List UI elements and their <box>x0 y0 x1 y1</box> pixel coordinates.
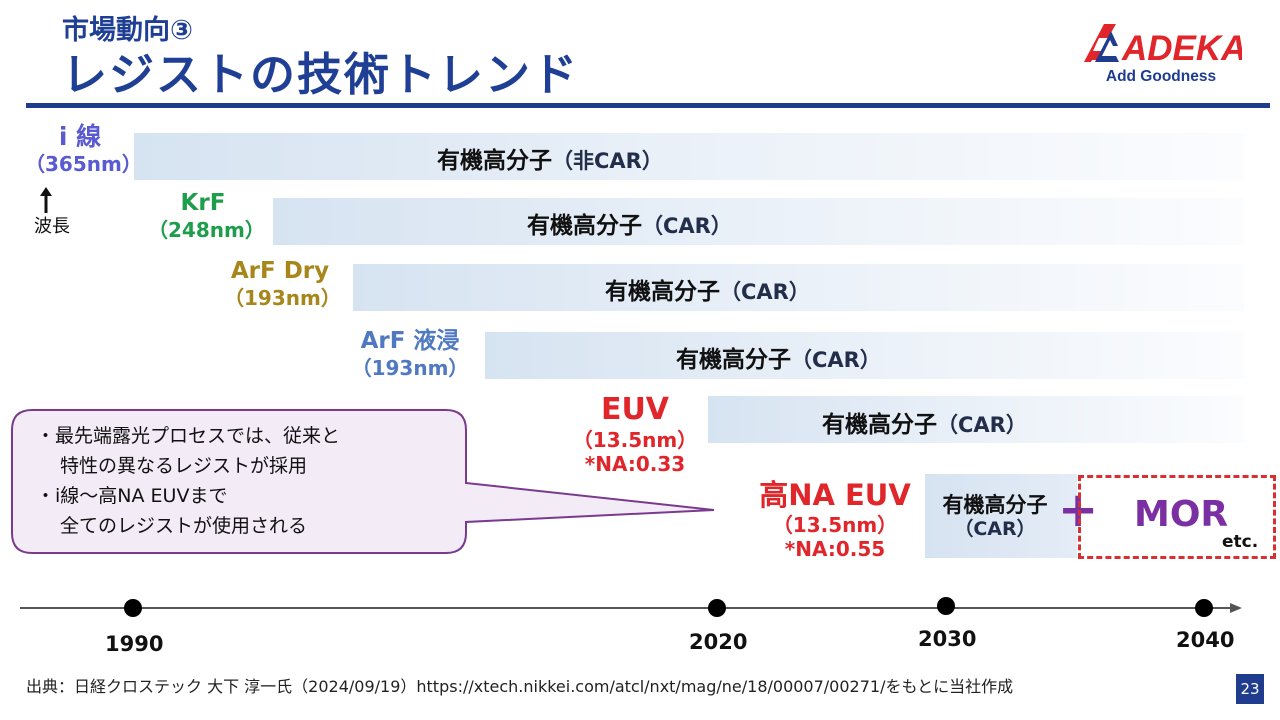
page-number: 23 <box>1236 674 1264 704</box>
arf-dry-label: ArF Dry （193nm） <box>224 258 341 310</box>
timeline-axis <box>20 597 1242 617</box>
year-2040: 2040 <box>1176 628 1235 652</box>
arrow-up-icon <box>40 187 52 213</box>
krf-name: KrF <box>180 190 226 216</box>
timeline-marker-2040 <box>1195 599 1213 617</box>
bar-arf-dry <box>353 264 1244 311</box>
timeline-marker-1990 <box>124 599 142 617</box>
i-line-name: i 線 <box>58 122 102 151</box>
bar-high-na-euv <box>925 474 1077 558</box>
bar-i-line <box>134 133 1244 180</box>
slide-title: レジストの技術トレンド <box>62 48 580 101</box>
euv-na: *NA:0.33 <box>584 452 686 476</box>
bar-euv-label: 有機高分子（CAR） <box>822 405 1027 439</box>
timeline-marker-2030 <box>937 597 955 615</box>
bar-i-line-label: 有機高分子（非CAR） <box>437 141 663 175</box>
high-na-euv-wavelength: （13.5nm） <box>772 512 898 537</box>
arf-immersion-label: ArF 液浸 （193nm） <box>350 328 470 380</box>
year-1990: 1990 <box>105 632 164 656</box>
slide-subtitle: 市場動向③ <box>62 15 193 46</box>
krf-wavelength: （248nm） <box>148 217 265 242</box>
source-note: 出典：日経クロステック 大下 淳一氏（2024/09/19）https://xt… <box>26 677 1014 696</box>
euv-name: EUV <box>600 392 670 427</box>
high-na-euv-na: *NA:0.55 <box>784 536 886 561</box>
euv-label: EUV （13.5nm） *NA:0.33 <box>570 392 700 476</box>
year-2020: 2020 <box>689 630 748 654</box>
bar-euv-main: 有機高分子 <box>822 412 937 438</box>
bar-krf-label: 有機高分子（CAR） <box>527 206 732 240</box>
callout-line-2: 特性の異なるレジストが採用 <box>60 455 308 477</box>
high-na-euv-name: 高NA EUV <box>759 478 911 512</box>
bar-euv <box>708 396 1244 443</box>
mor-label: MOR <box>1134 494 1229 535</box>
year-2030: 2030 <box>918 627 977 651</box>
logo-wordmark: ADEKA <box>1121 29 1242 68</box>
high-na-euv-label: 高NA EUV （13.5nm） *NA:0.55 <box>750 478 920 561</box>
bar-i-line-main: 有機高分子 <box>437 148 552 174</box>
callout-line-4: 全てのレジストが使用される <box>60 515 308 537</box>
bar-high-na-euv-label: 有機高分子 （CAR） <box>925 492 1065 542</box>
callout-line-1: ・最先端露光プロセスでは、従来と <box>36 425 341 447</box>
bar-arf-immersion-paren: （CAR） <box>791 348 881 372</box>
bar-arf-immersion-main: 有機高分子 <box>676 347 791 373</box>
callout-line-3: ・i線～高NA EUVまで <box>36 485 228 507</box>
logo-tagline: Add Goodness <box>1105 68 1217 85</box>
krf-label: KrF （248nm） <box>148 190 265 242</box>
i-line-label: i 線 （365nm） <box>25 122 142 176</box>
bar-krf-paren: （CAR） <box>642 214 732 238</box>
bar-arf-dry-paren: （CAR） <box>720 280 810 304</box>
bar-arf-immersion <box>485 332 1244 379</box>
wavelength-note: 波長 <box>34 216 70 237</box>
mor-etc: etc. <box>1222 532 1259 552</box>
bar-euv-paren: （CAR） <box>937 413 1027 437</box>
i-line-wavelength: （365nm） <box>25 152 142 176</box>
mor-box <box>1078 475 1276 559</box>
bar-krf-main: 有機高分子 <box>527 213 642 239</box>
arf-dry-wavelength: （193nm） <box>224 285 341 310</box>
adeka-logo: ADEKA <box>1084 24 1242 68</box>
arf-immersion-name: ArF 液浸 <box>360 328 460 354</box>
bar-high-na-euv-paren: （CAR） <box>954 518 1036 541</box>
arf-immersion-wavelength: （193nm） <box>351 355 469 380</box>
timeline-marker-2020 <box>708 599 726 617</box>
euv-wavelength: （13.5nm） <box>572 428 698 452</box>
bar-arf-immersion-label: 有機高分子（CAR） <box>676 340 881 374</box>
bar-high-na-euv-main: 有機高分子 <box>942 493 1048 517</box>
bar-i-line-paren: （非CAR） <box>552 149 663 173</box>
arf-dry-name: ArF Dry <box>230 258 330 284</box>
bar-arf-dry-label: 有機高分子（CAR） <box>605 272 810 306</box>
bar-arf-dry-main: 有機高分子 <box>605 279 720 305</box>
title-divider <box>26 103 1270 108</box>
bar-krf <box>273 198 1244 245</box>
